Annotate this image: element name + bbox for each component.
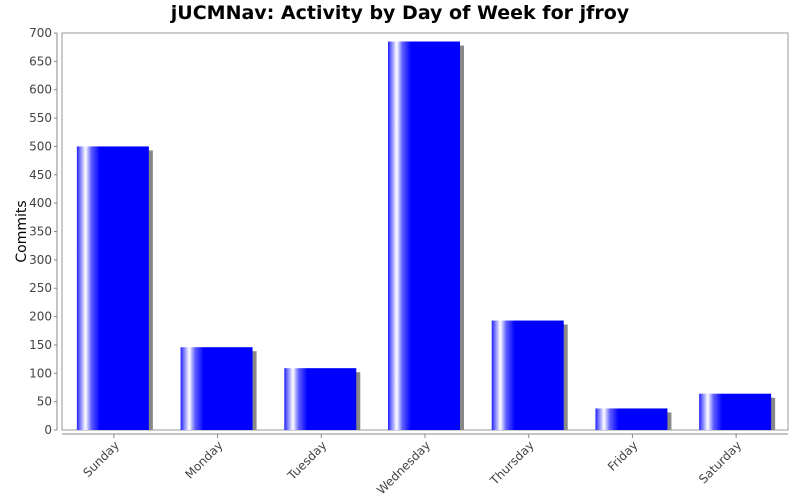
x-tick-label: Thursday	[487, 438, 537, 488]
bar	[388, 41, 460, 430]
bar	[491, 320, 564, 430]
x-tick-label: Wednesday	[374, 438, 433, 497]
y-tick-label: 500	[29, 139, 52, 153]
y-tick-label: 50	[37, 395, 52, 409]
x-tick-label: Monday	[182, 438, 225, 481]
y-tick-label: 700	[29, 26, 52, 40]
y-tick-label: 250	[29, 281, 52, 295]
y-tick-label: 300	[29, 253, 52, 267]
y-tick-label: 400	[29, 196, 52, 210]
y-tick-label: 200	[29, 310, 52, 324]
y-tick-label: 0	[44, 423, 52, 437]
x-tick-label: Tuesday	[284, 438, 329, 483]
y-tick-label: 550	[29, 111, 52, 125]
y-tick-label: 350	[29, 225, 52, 239]
y-tick-label: 100	[29, 366, 52, 380]
bar	[76, 146, 149, 430]
x-tick-label: Friday	[605, 438, 641, 474]
bar	[284, 368, 357, 430]
bar	[699, 393, 772, 430]
y-tick-label: 650	[29, 54, 52, 68]
y-axis-title: Commits	[14, 200, 30, 262]
y-tick-label: 600	[29, 83, 52, 97]
bar	[595, 408, 668, 430]
y-tick-label: 150	[29, 338, 52, 352]
chart-title: jUCMNav: Activity by Day of Week for jfr…	[170, 2, 630, 24]
x-tick-label: Saturday	[696, 438, 744, 486]
y-tick-label: 450	[29, 168, 52, 182]
x-tick-label: Sunday	[80, 438, 122, 480]
bar	[180, 347, 253, 430]
